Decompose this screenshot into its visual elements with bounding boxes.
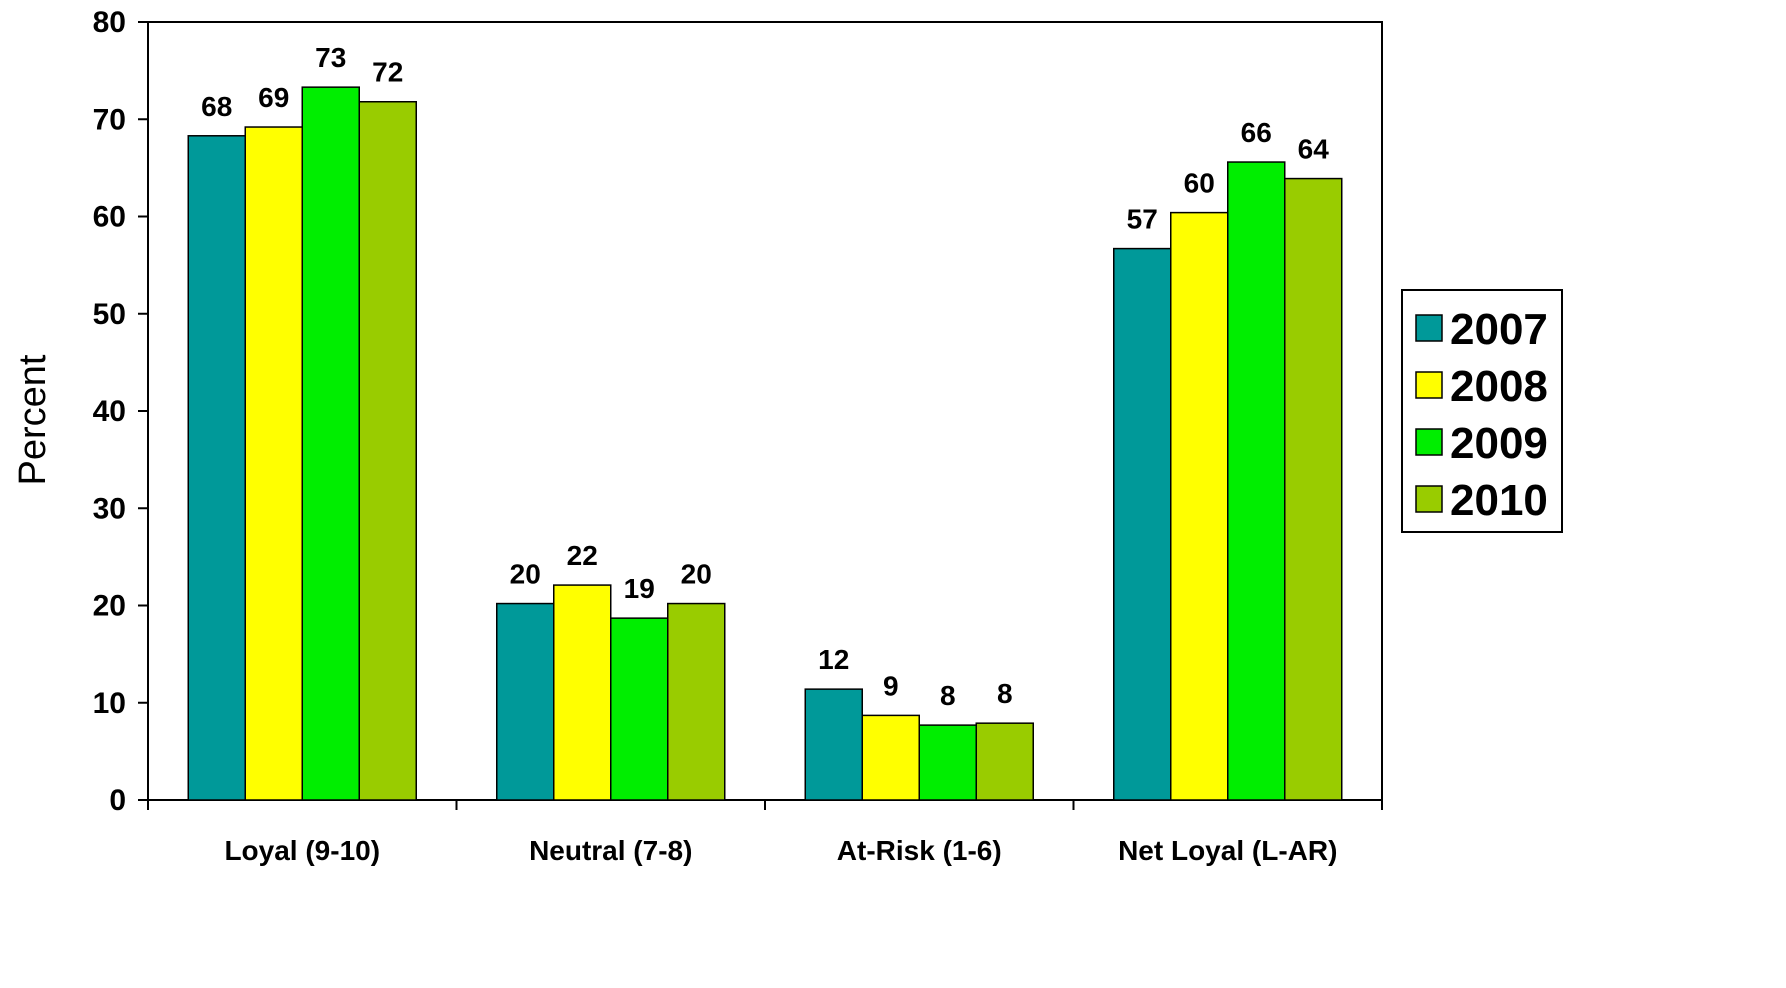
legend-swatch <box>1415 485 1443 513</box>
data-label: 73 <box>315 42 346 73</box>
legend-label: 2009 <box>1450 419 1548 468</box>
data-label: 12 <box>818 644 849 675</box>
x-category-label: Neutral (7-8) <box>529 835 692 866</box>
data-label: 22 <box>567 540 598 571</box>
legend-swatch <box>1415 371 1443 399</box>
data-label: 64 <box>1298 134 1330 165</box>
data-labels: 68 69 73 72 20 22 19 20 12 9 8 8 57 60 66 64 <box>201 42 1329 711</box>
y-tick-label: 80 <box>93 6 126 39</box>
legend-label: 2008 <box>1450 362 1548 411</box>
data-label: 20 <box>510 559 541 590</box>
x-axis: Loyal (9-10) Neutral (7-8) At-Risk (1-6) Ne… <box>147 800 1383 866</box>
x-category-label: At-Risk (1-6) <box>837 835 1002 866</box>
bar <box>301 86 360 801</box>
data-label: 66 <box>1241 117 1272 148</box>
bar <box>1113 247 1172 801</box>
legend-swatch <box>1415 428 1443 456</box>
y-axis-title: Percent <box>12 354 54 485</box>
legend-label: 2007 <box>1450 305 1548 354</box>
y-tick-label: 50 <box>93 298 126 331</box>
x-category-label: Loyal (9-10) <box>224 835 380 866</box>
bar <box>610 617 669 801</box>
bar <box>1284 177 1343 801</box>
bar <box>861 714 920 801</box>
bar <box>804 688 863 801</box>
bar <box>496 602 555 801</box>
data-label: 72 <box>372 57 403 88</box>
y-tick-label: 0 <box>109 784 126 817</box>
data-label: 69 <box>258 82 289 113</box>
bar <box>358 100 417 801</box>
y-tick-label: 20 <box>93 590 126 623</box>
data-label: 8 <box>997 678 1013 709</box>
bar <box>1170 211 1229 801</box>
legend-swatch <box>1415 314 1443 342</box>
y-tick-label: 30 <box>93 492 126 525</box>
data-label: 57 <box>1127 204 1158 235</box>
y-tick-label: 40 <box>93 395 126 428</box>
legend-label: 2010 <box>1450 476 1548 525</box>
y-tick-label: 70 <box>93 103 126 136</box>
data-label: 8 <box>940 680 956 711</box>
x-category-label: Net Loyal (L-AR) <box>1118 835 1337 866</box>
bars <box>187 86 1343 801</box>
bar <box>187 135 246 801</box>
data-label: 68 <box>201 91 232 122</box>
data-label: 20 <box>681 559 712 590</box>
bar <box>244 126 303 801</box>
y-axis: 0 10 20 30 40 50 60 70 80 <box>93 6 148 817</box>
data-label: 60 <box>1184 168 1215 199</box>
y-tick-label: 60 <box>93 201 126 234</box>
data-label: 19 <box>624 573 655 604</box>
legend: 2007 2008 2009 2010 <box>1401 289 1563 533</box>
bar <box>1227 161 1286 801</box>
bar <box>553 584 612 801</box>
bar <box>975 722 1034 801</box>
y-tick-label: 10 <box>93 687 126 720</box>
bar <box>918 724 977 801</box>
data-label: 9 <box>883 670 899 701</box>
bar <box>667 602 726 801</box>
